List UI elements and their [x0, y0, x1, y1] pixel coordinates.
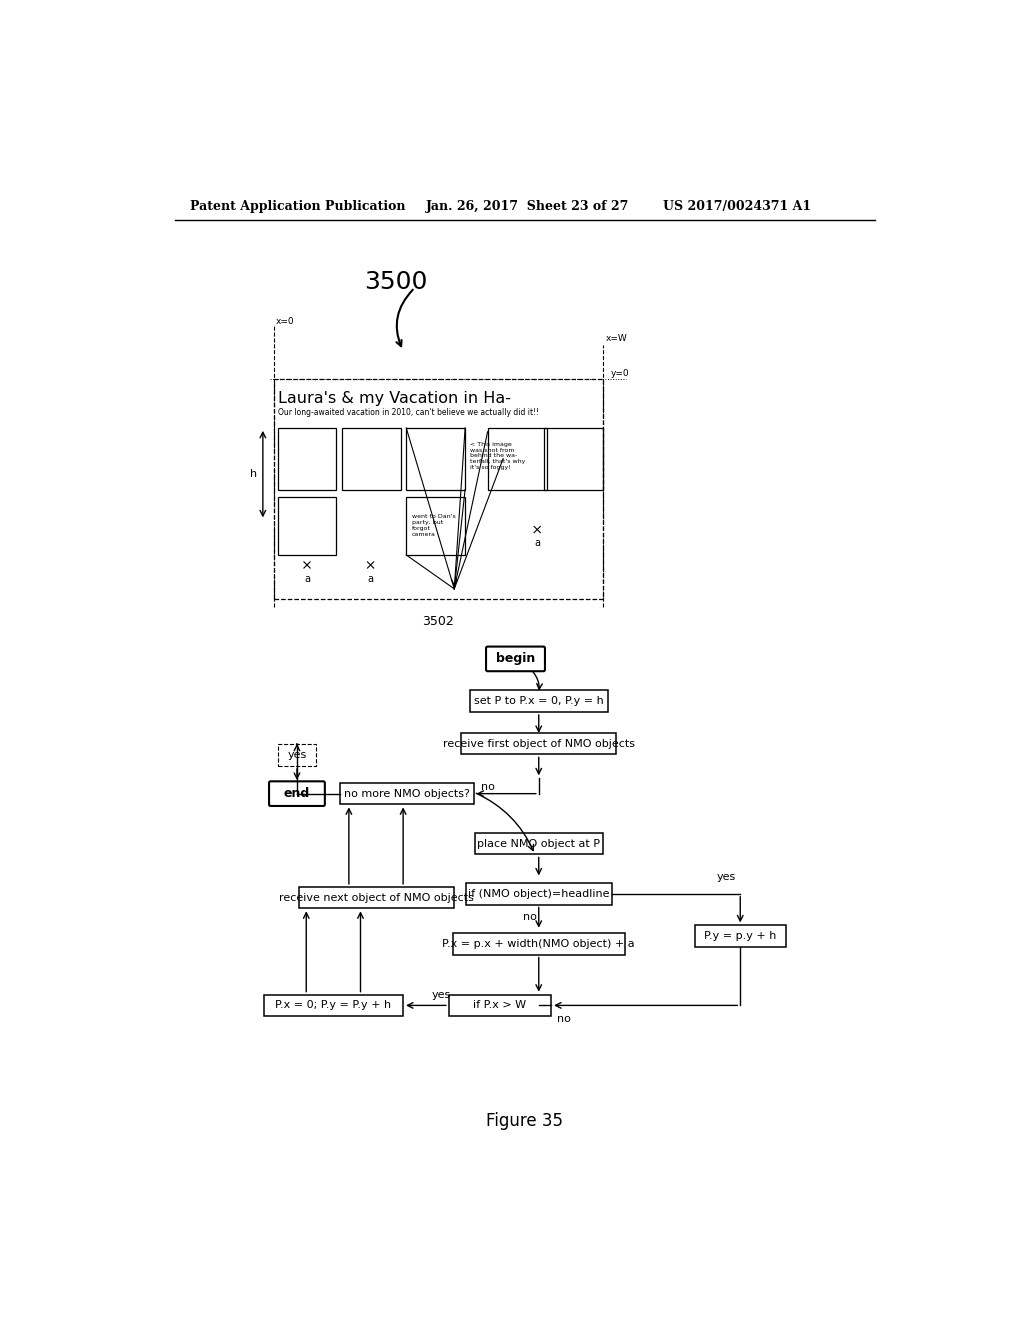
Bar	[466, 883, 611, 904]
Bar	[278, 428, 337, 490]
Text: yes: yes	[288, 750, 306, 760]
Text: US 2017/0024371 A1: US 2017/0024371 A1	[663, 199, 811, 213]
Text: h: h	[250, 469, 257, 479]
Bar	[461, 733, 616, 755]
Text: < This image
was shot from
behind the wa-
terfall, that's why
it's so foggy!: < This image was shot from behind the wa…	[470, 442, 525, 470]
Text: P.x = p.x + width(NMO object) + a: P.x = p.x + width(NMO object) + a	[442, 939, 635, 949]
Bar	[407, 428, 465, 490]
Bar	[278, 498, 337, 554]
Bar	[342, 428, 400, 490]
Text: begin: begin	[496, 652, 536, 665]
Bar	[453, 933, 625, 954]
Bar	[340, 783, 474, 804]
Text: if (NMO object)=headline: if (NMO object)=headline	[468, 888, 609, 899]
Bar	[279, 744, 315, 766]
Text: 3502: 3502	[422, 615, 454, 628]
Text: a: a	[368, 574, 374, 583]
Text: no more NMO objects?: no more NMO objects?	[344, 788, 470, 799]
Bar	[487, 428, 547, 490]
Text: went to Dan's
party, but
forgot
camera: went to Dan's party, but forgot camera	[412, 515, 456, 536]
Bar	[263, 995, 403, 1016]
Text: a: a	[535, 539, 541, 548]
Text: yes: yes	[431, 990, 451, 999]
Bar	[470, 690, 607, 711]
Text: Jan. 26, 2017  Sheet 23 of 27: Jan. 26, 2017 Sheet 23 of 27	[426, 199, 630, 213]
Text: Figure 35: Figure 35	[486, 1111, 563, 1130]
Text: x=W: x=W	[605, 334, 627, 343]
Text: receive first object of NMO objects: receive first object of NMO objects	[442, 739, 635, 748]
Text: y=0: y=0	[611, 368, 630, 378]
Text: a: a	[304, 574, 310, 583]
Text: Our long-awaited vacation in 2010, can't believe we actually did it!!: Our long-awaited vacation in 2010, can't…	[279, 408, 540, 417]
Bar	[407, 498, 465, 554]
Text: Laura's & my Vacation in Ha-: Laura's & my Vacation in Ha-	[279, 391, 511, 407]
Text: yes: yes	[717, 871, 736, 882]
Bar	[273, 379, 603, 599]
Text: no: no	[557, 1014, 570, 1024]
Text: no: no	[522, 912, 537, 921]
Text: P.x = 0; P.y = P.y + h: P.x = 0; P.y = P.y + h	[275, 1001, 391, 1010]
Text: Patent Application Publication: Patent Application Publication	[190, 199, 406, 213]
Bar	[544, 428, 603, 490]
Bar	[475, 833, 603, 854]
Bar	[694, 925, 786, 946]
Text: x=0: x=0	[275, 317, 294, 326]
Text: receive next object of NMO objects: receive next object of NMO objects	[279, 892, 473, 903]
Text: end: end	[284, 787, 310, 800]
Text: no: no	[480, 783, 495, 792]
Bar	[449, 995, 551, 1016]
Text: place NMO object at P: place NMO object at P	[477, 838, 600, 849]
Text: set P to P.x = 0, P.y = h: set P to P.x = 0, P.y = h	[474, 696, 603, 706]
Text: P.y = p.y + h: P.y = p.y + h	[705, 931, 776, 941]
Bar	[299, 887, 454, 908]
Text: if P.x > W: if P.x > W	[473, 1001, 526, 1010]
Text: 3500: 3500	[365, 269, 428, 293]
